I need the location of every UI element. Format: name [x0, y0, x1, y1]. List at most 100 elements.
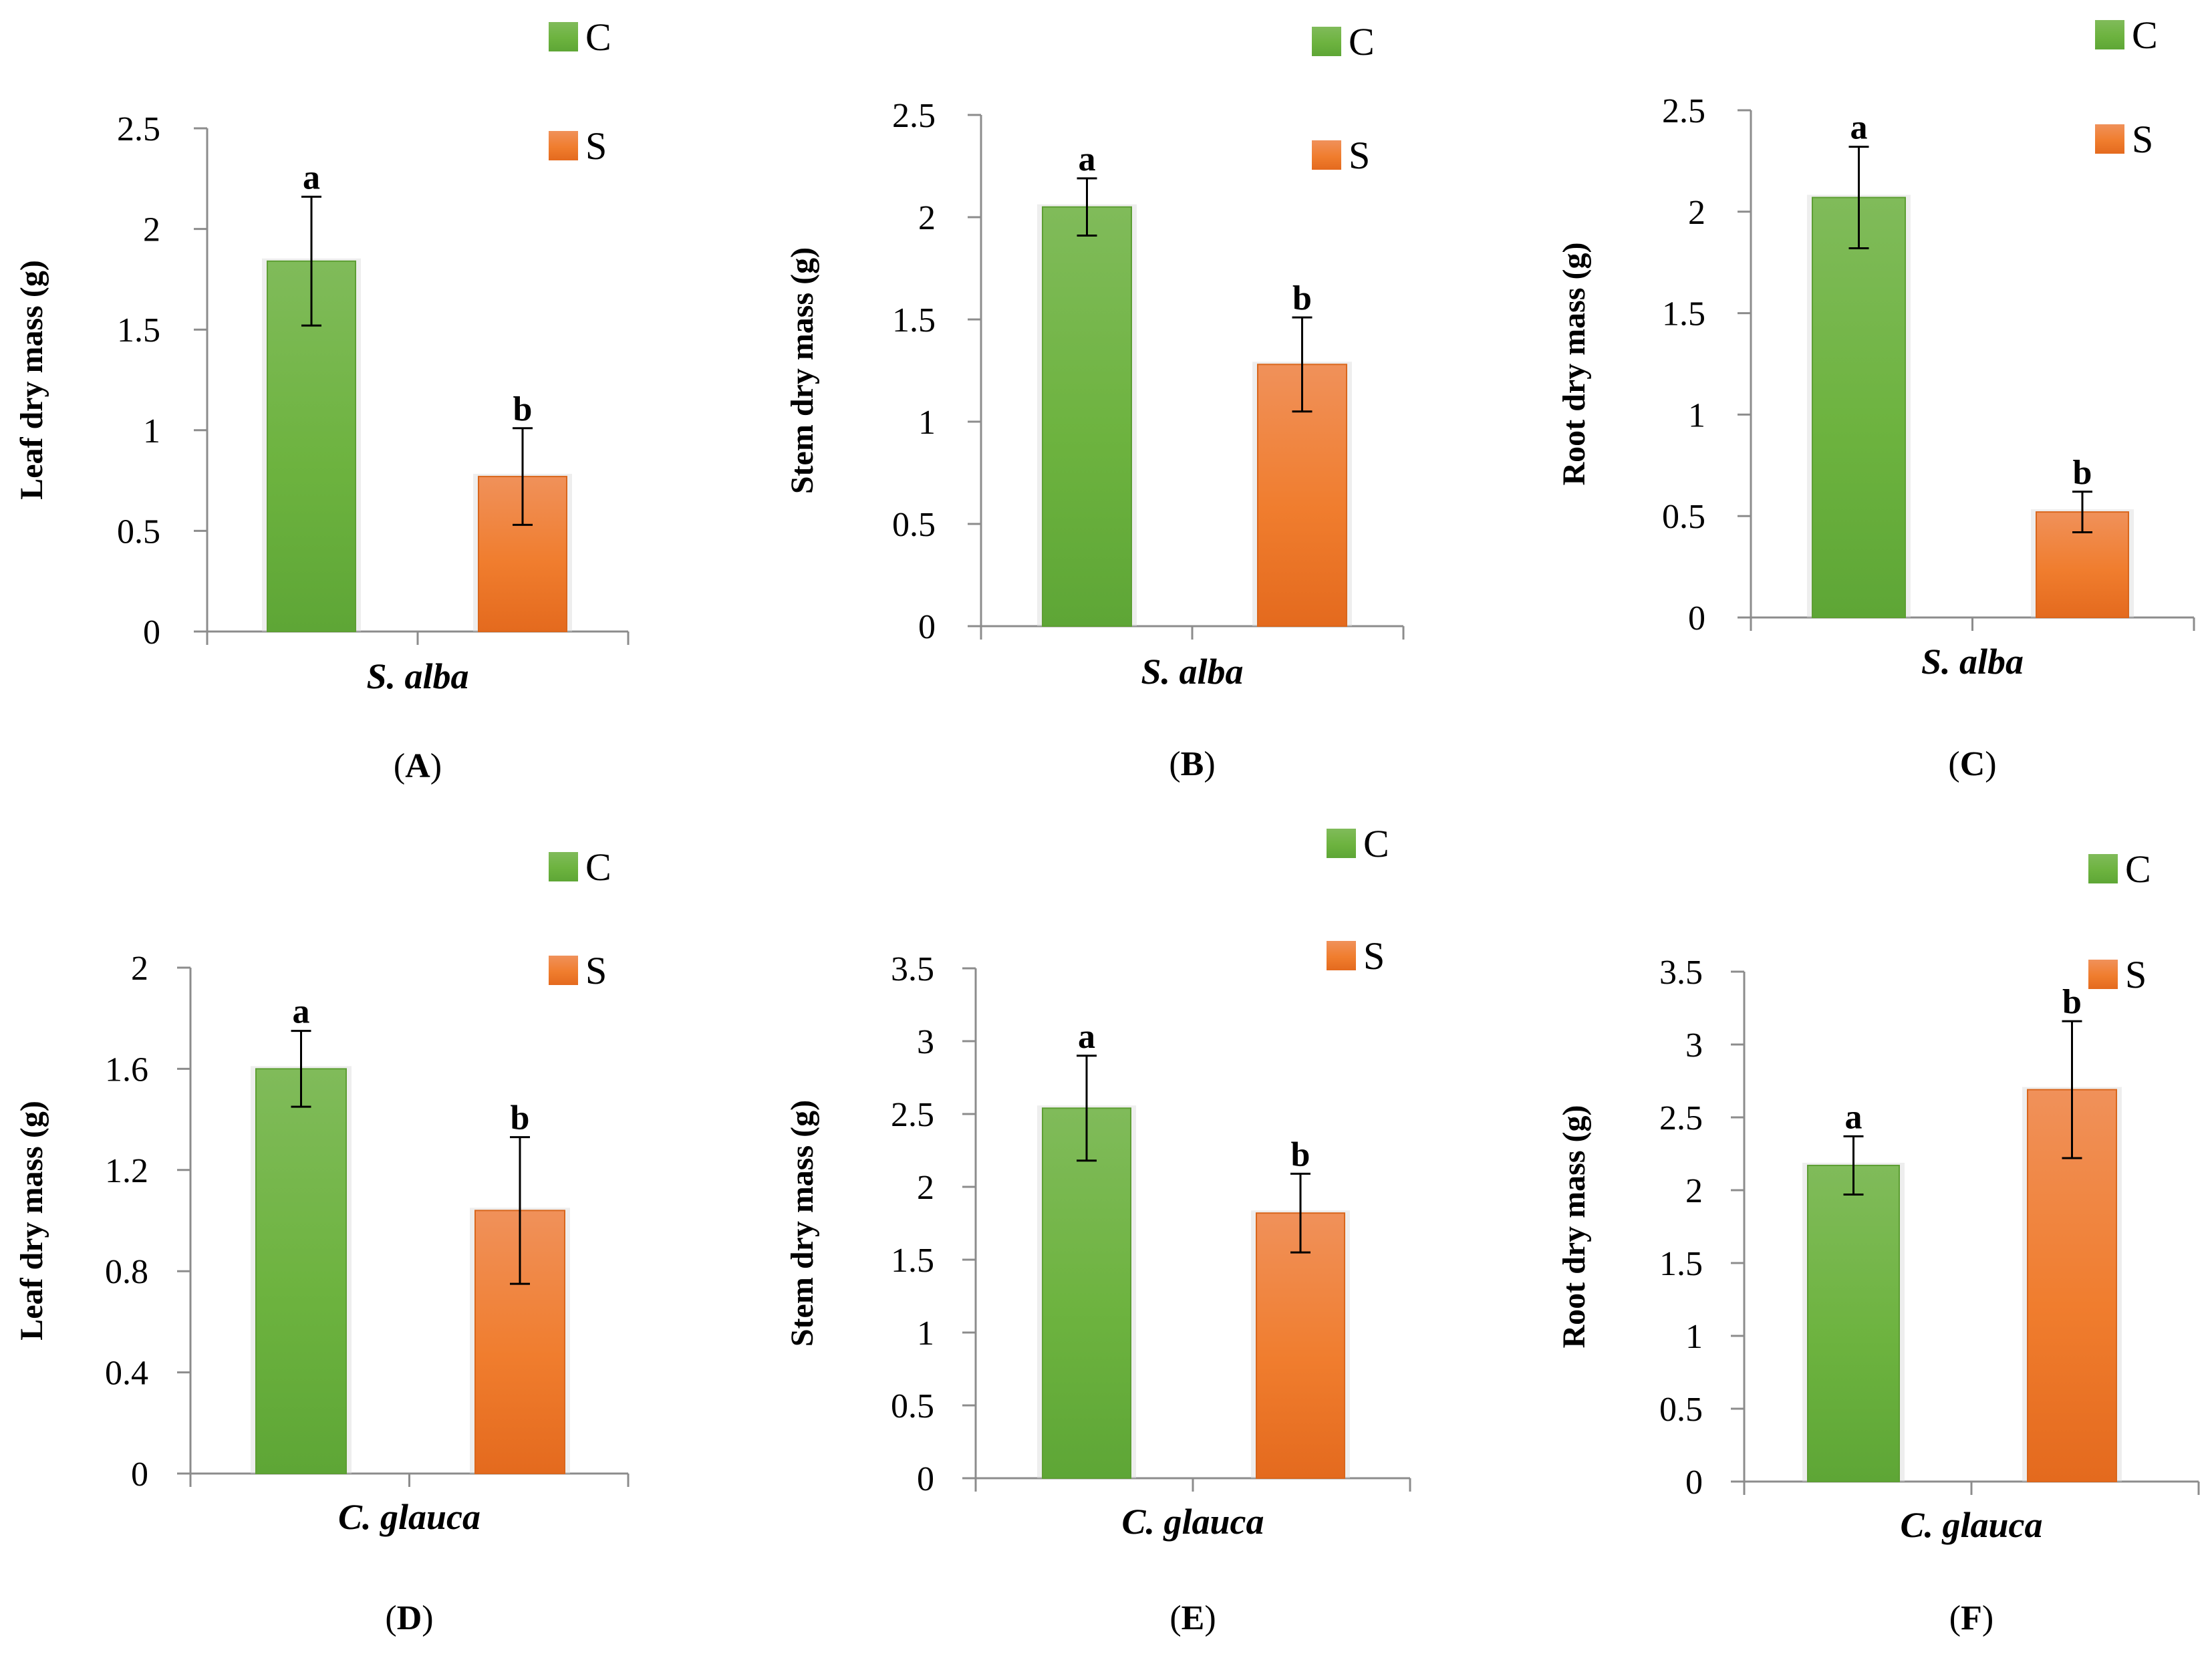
y-tick-label: 1.5 [1659, 1245, 1703, 1283]
legend-swatch-s [1327, 941, 1356, 970]
y-tick-label: 0 [1688, 599, 1705, 638]
legend-label: S [585, 949, 607, 992]
legend-label: S [2125, 953, 2147, 996]
significance-letter: b [511, 1099, 530, 1137]
x-category-label: S. alba [366, 656, 468, 696]
panel-label: (F) [1949, 1599, 1993, 1637]
y-axis-title: Leaf dry mass (g) [14, 1101, 49, 1341]
legend-swatch-c [549, 852, 578, 881]
y-tick-label: 1.2 [105, 1152, 148, 1190]
y-tick-label: 1.6 [105, 1051, 148, 1089]
significance-letter: b [1291, 1135, 1310, 1173]
panel-label: (E) [1169, 1599, 1216, 1637]
chart-panel-e: 0 0.5 1 1.5 2 2.5 3 3.5 Stem dry mass (g) a b C. gl… [785, 822, 1411, 1637]
y-tick-label: 2.5 [1662, 92, 1705, 130]
legend-swatch-c [1312, 27, 1341, 56]
legend-label: C [2125, 847, 2151, 891]
legend-swatch-s [2095, 124, 2124, 154]
y-tick-label: 0.5 [892, 506, 936, 544]
chart-panel-d: 0 0.4 0.8 1.2 1.6 2 Leaf dry mass (g) a b C. glau… [14, 845, 630, 1637]
panel-label: (C) [1948, 745, 1996, 783]
y-tick-label: 2 [1685, 1172, 1703, 1210]
y-tick-label: 1 [143, 412, 160, 450]
y-tick-label: 1.5 [1662, 295, 1705, 333]
y-tick-label: 1.5 [891, 1242, 934, 1280]
y-tick-label: 2.5 [1659, 1099, 1703, 1137]
bar-c [1042, 1107, 1131, 1479]
y-tick-label: 2 [1688, 194, 1705, 232]
legend-swatch-s [1312, 140, 1341, 170]
legend-label: C [1363, 822, 1389, 865]
y-tick-label: 1 [917, 1314, 934, 1353]
y-tick-label: 0.8 [105, 1253, 148, 1291]
bar-c [1812, 196, 1906, 619]
significance-letter: b [2062, 983, 2082, 1021]
y-tick-label: 0.4 [105, 1355, 148, 1393]
significance-letter: a [1079, 140, 1096, 178]
significance-letter: b [513, 390, 533, 428]
bar-c [1807, 1164, 1900, 1482]
legend-swatch-s [549, 956, 578, 985]
panel-label: (A) [394, 747, 442, 785]
chart-panel-a: 0 0.5 1 1.5 2 2.5 Leaf dry mass (g) a b S. alba (A… [14, 15, 630, 785]
y-tick-label: 0.5 [117, 513, 160, 551]
y-tick-label: 1.5 [117, 311, 160, 350]
legend-swatch-c [2095, 20, 2124, 49]
chart-panel-c: 0 0.5 1 1.5 2 2.5 Root dry mass (g) a b S. alba (C… [1556, 13, 2195, 783]
y-tick-label: 0 [1685, 1464, 1703, 1502]
x-category-label: S. alba [1141, 652, 1243, 692]
significance-letter: a [1850, 109, 1868, 147]
chart-panel-f: 0 0.5 1 1.5 2 2.5 3 3.5 Root dry mass (g) a b C. gl… [1556, 847, 2200, 1637]
bar-s [2027, 1089, 2117, 1482]
panel-label: (D) [385, 1599, 433, 1637]
legend-label: C [585, 845, 611, 889]
bar-s [1256, 1212, 1345, 1479]
bar-c [255, 1068, 347, 1474]
y-axis-title: Leaf dry mass (g) [14, 260, 49, 500]
chart-panel-b: 0 0.5 1 1.5 2 2.5 Stem dry mass (g) a b S. alba (B… [785, 20, 1405, 783]
x-category-label: C. glauca [1900, 1505, 2042, 1545]
bar-c [1042, 206, 1132, 627]
y-axis-title: Root dry mass (g) [1556, 243, 1592, 486]
y-tick-label: 2 [131, 950, 148, 988]
legend-label: C [2132, 13, 2158, 57]
significance-letter: b [1292, 279, 1312, 317]
legend-swatch-c [549, 22, 578, 51]
legend-label: C [585, 15, 611, 59]
y-axis-title: Stem dry mass (g) [785, 1100, 820, 1347]
y-tick-label: 2.5 [892, 97, 936, 135]
significance-letter: a [1845, 1098, 1862, 1136]
legend-label: S [585, 124, 607, 168]
legend-label: C [1349, 20, 1375, 63]
y-axis-title: Root dry mass (g) [1556, 1105, 1592, 1349]
significance-letter: a [293, 993, 310, 1031]
y-tick-label: 3.5 [891, 950, 934, 988]
y-tick-label: 2.5 [117, 110, 160, 148]
y-tick-label: 2 [917, 1169, 934, 1207]
legend-swatch-s [2088, 960, 2118, 989]
legend-swatch-c [1327, 829, 1356, 858]
y-tick-label: 3.5 [1659, 954, 1703, 992]
y-tick-label: 0 [143, 613, 160, 652]
x-category-label: C. glauca [1121, 1502, 1264, 1542]
y-tick-label: 3 [917, 1023, 934, 1061]
y-tick-label: 0 [917, 1460, 934, 1498]
y-tick-label: 1 [1685, 1318, 1703, 1356]
y-tick-label: 0.5 [1659, 1391, 1703, 1429]
significance-letter: b [2073, 454, 2092, 492]
legend-swatch-s [549, 131, 578, 160]
legend-label: S [1349, 134, 1370, 177]
y-tick-label: 0 [918, 608, 936, 646]
y-tick-label: 0.5 [1662, 498, 1705, 536]
y-tick-label: 1.5 [892, 301, 936, 339]
y-tick-label: 1 [918, 404, 936, 442]
y-tick-label: 0 [131, 1455, 148, 1494]
y-tick-label: 2.5 [891, 1096, 934, 1134]
panel-label: (B) [1169, 745, 1215, 783]
significance-letter: a [303, 158, 320, 196]
legend-label: S [1363, 934, 1385, 978]
y-tick-label: 3 [1685, 1026, 1703, 1065]
legend-label: S [2132, 118, 2153, 161]
y-tick-label: 0.5 [891, 1387, 934, 1425]
